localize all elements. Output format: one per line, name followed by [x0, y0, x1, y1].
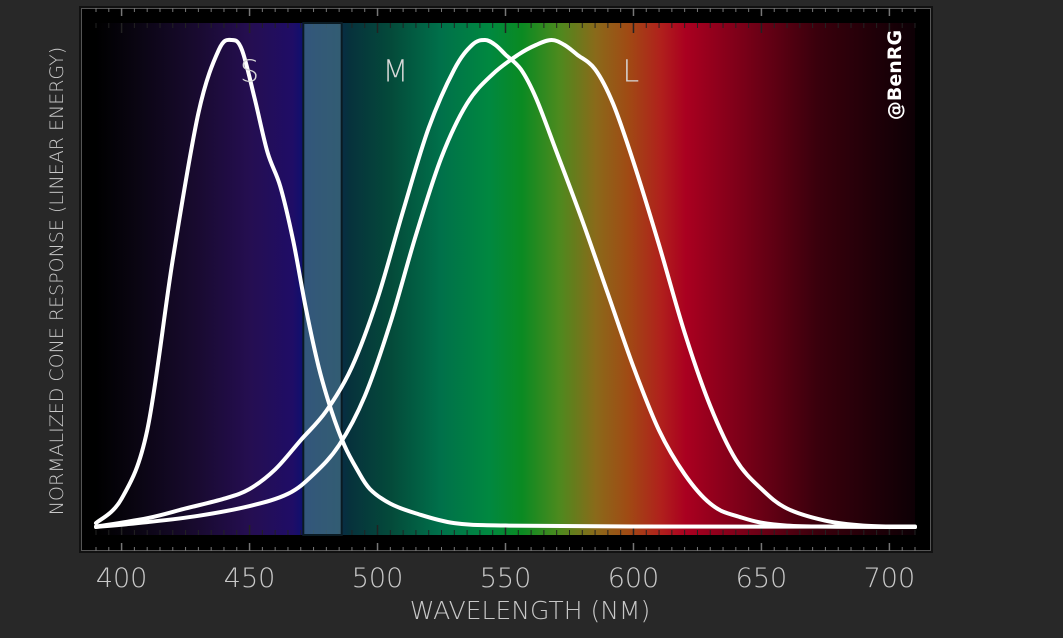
x-tick-labels: 400 450 500 550 600 650 700	[96, 563, 915, 594]
highlight-band	[302, 22, 343, 536]
x-tick-label-600: 600	[608, 563, 660, 594]
spectrum-background	[96, 23, 915, 535]
y-axis-title: NORMALIZED CONE RESPONSE (LINEAR ENERGY)	[46, 47, 68, 515]
cone-label-s: S	[240, 54, 259, 89]
series-line-l	[94, 38, 917, 530]
x-tick-label-400: 400	[96, 563, 148, 594]
cone-label-l: L	[623, 54, 640, 89]
x-tick-label-700: 700	[864, 563, 916, 594]
watermark-text: @BenRG	[884, 30, 906, 120]
x-tick-label-550: 550	[480, 563, 532, 594]
tick-marks	[95, 8, 916, 551]
series-line-s	[94, 37, 917, 529]
x-tick-label-450: 450	[224, 563, 276, 594]
x-tick-label-500: 500	[352, 563, 404, 594]
series-layer	[94, 37, 917, 530]
x-axis-title: WAVELENGTH (NM)	[410, 596, 650, 625]
series-line-m	[94, 38, 917, 530]
x-tick-label-650: 650	[736, 563, 788, 594]
cone-label-m: M	[383, 54, 409, 89]
